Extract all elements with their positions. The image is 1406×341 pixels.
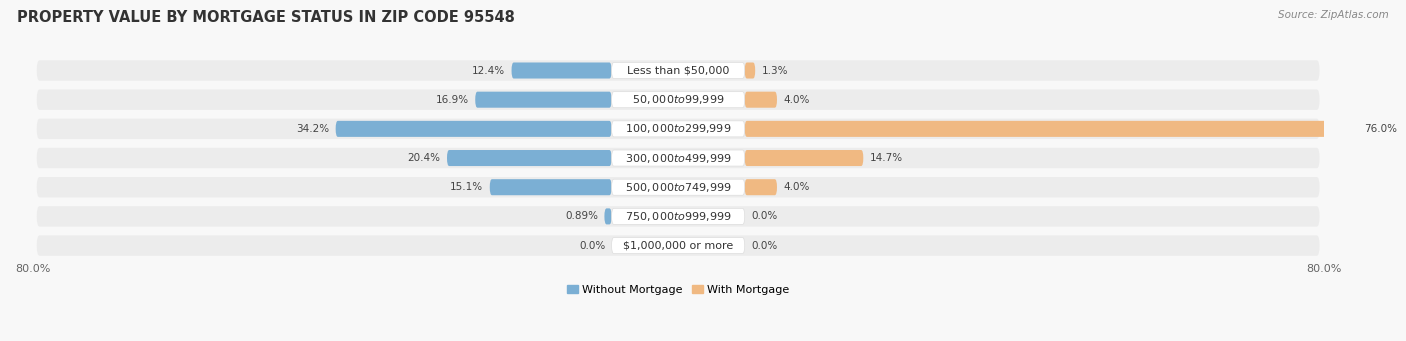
Text: 34.2%: 34.2% [297, 124, 329, 134]
FancyBboxPatch shape [612, 208, 745, 224]
Legend: Without Mortgage, With Mortgage: Without Mortgage, With Mortgage [562, 281, 794, 299]
FancyBboxPatch shape [745, 92, 778, 108]
Text: PROPERTY VALUE BY MORTGAGE STATUS IN ZIP CODE 95548: PROPERTY VALUE BY MORTGAGE STATUS IN ZIP… [17, 10, 515, 25]
FancyBboxPatch shape [489, 179, 612, 195]
FancyBboxPatch shape [745, 179, 778, 195]
FancyBboxPatch shape [37, 177, 1320, 197]
Text: 0.89%: 0.89% [565, 211, 598, 221]
Text: 20.4%: 20.4% [408, 153, 440, 163]
Text: Source: ZipAtlas.com: Source: ZipAtlas.com [1278, 10, 1389, 20]
FancyBboxPatch shape [612, 179, 745, 195]
FancyBboxPatch shape [612, 150, 745, 166]
FancyBboxPatch shape [612, 238, 745, 254]
FancyBboxPatch shape [745, 62, 755, 78]
Text: 14.7%: 14.7% [870, 153, 903, 163]
FancyBboxPatch shape [37, 235, 1320, 256]
Text: $750,000 to $999,999: $750,000 to $999,999 [624, 210, 731, 223]
Text: 1.3%: 1.3% [762, 65, 789, 75]
Text: $50,000 to $99,999: $50,000 to $99,999 [631, 93, 724, 106]
FancyBboxPatch shape [37, 119, 1320, 139]
FancyBboxPatch shape [447, 150, 612, 166]
FancyBboxPatch shape [512, 62, 612, 78]
Text: 12.4%: 12.4% [472, 65, 505, 75]
Text: 16.9%: 16.9% [436, 95, 468, 105]
Text: 15.1%: 15.1% [450, 182, 484, 192]
Text: $1,000,000 or more: $1,000,000 or more [623, 240, 734, 251]
Text: $300,000 to $499,999: $300,000 to $499,999 [624, 151, 731, 165]
FancyBboxPatch shape [37, 60, 1320, 81]
Text: $500,000 to $749,999: $500,000 to $749,999 [624, 181, 731, 194]
Text: 0.0%: 0.0% [751, 211, 778, 221]
FancyBboxPatch shape [475, 92, 612, 108]
Text: 4.0%: 4.0% [783, 95, 810, 105]
FancyBboxPatch shape [37, 148, 1320, 168]
Text: 4.0%: 4.0% [783, 182, 810, 192]
FancyBboxPatch shape [612, 62, 745, 78]
FancyBboxPatch shape [336, 121, 612, 137]
Text: 0.0%: 0.0% [751, 240, 778, 251]
FancyBboxPatch shape [37, 89, 1320, 110]
Text: $100,000 to $299,999: $100,000 to $299,999 [624, 122, 731, 135]
FancyBboxPatch shape [745, 150, 863, 166]
FancyBboxPatch shape [745, 121, 1358, 137]
FancyBboxPatch shape [612, 121, 745, 137]
Text: Less than $50,000: Less than $50,000 [627, 65, 730, 75]
Text: 0.0%: 0.0% [579, 240, 605, 251]
FancyBboxPatch shape [612, 92, 745, 108]
Text: 76.0%: 76.0% [1364, 124, 1398, 134]
FancyBboxPatch shape [605, 208, 612, 224]
FancyBboxPatch shape [37, 206, 1320, 227]
